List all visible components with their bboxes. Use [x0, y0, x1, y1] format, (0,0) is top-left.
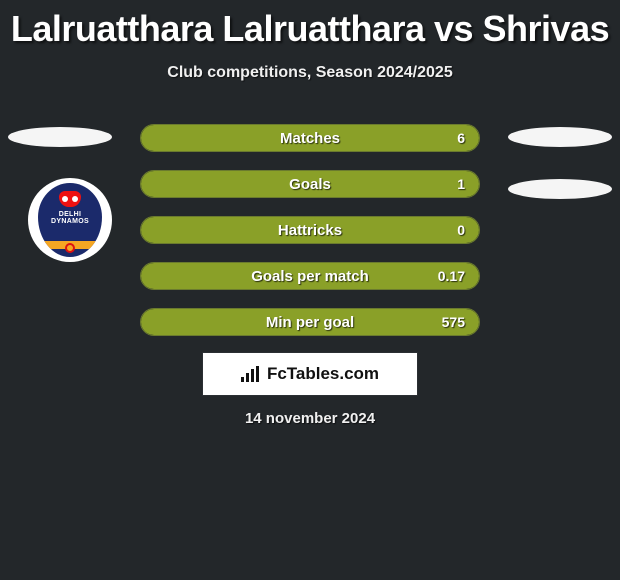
date-label: 14 november 2024 — [0, 410, 620, 427]
page-subtitle: Club competitions, Season 2024/2025 — [0, 64, 620, 82]
stat-value: 0 — [457, 217, 465, 243]
stat-row-goals-per-match: Goals per match 0.17 — [140, 262, 480, 290]
club-badge-line2: DYNAMOS — [51, 218, 89, 225]
page-title: Lalruatthara Lalruatthara vs Shrivas — [0, 0, 620, 50]
stat-value: 0.17 — [438, 263, 465, 289]
bar-chart-icon — [241, 366, 261, 382]
club-badge-text: DELHI DYNAMOS — [51, 211, 89, 225]
club-badge-line1: DELHI — [59, 211, 82, 218]
player-slot-top-left — [8, 127, 112, 147]
stat-value: 6 — [457, 125, 465, 151]
club-badge-dot — [65, 243, 75, 253]
stats-panel: Matches 6 Goals 1 Hattricks 0 Goals per … — [140, 124, 480, 354]
stat-row-hattricks: Hattricks 0 — [140, 216, 480, 244]
player-slot-top-right — [508, 127, 612, 147]
club-badge: DELHI DYNAMOS — [28, 178, 112, 262]
stat-label: Goals — [141, 171, 479, 197]
brand-watermark[interactable]: FcTables.com — [202, 352, 418, 396]
player-slot-bottom-right — [508, 179, 612, 199]
stat-label: Hattricks — [141, 217, 479, 243]
stat-label: Matches — [141, 125, 479, 151]
stat-value: 1 — [457, 171, 465, 197]
stat-row-matches: Matches 6 — [140, 124, 480, 152]
stat-value: 575 — [442, 309, 465, 335]
stat-label: Goals per match — [141, 263, 479, 289]
club-badge-shield: DELHI DYNAMOS — [38, 183, 102, 257]
stat-row-min-per-goal: Min per goal 575 — [140, 308, 480, 336]
stat-label: Min per goal — [141, 309, 479, 335]
club-badge-mask-icon — [59, 191, 81, 207]
stat-row-goals: Goals 1 — [140, 170, 480, 198]
brand-text: FcTables.com — [267, 364, 379, 384]
